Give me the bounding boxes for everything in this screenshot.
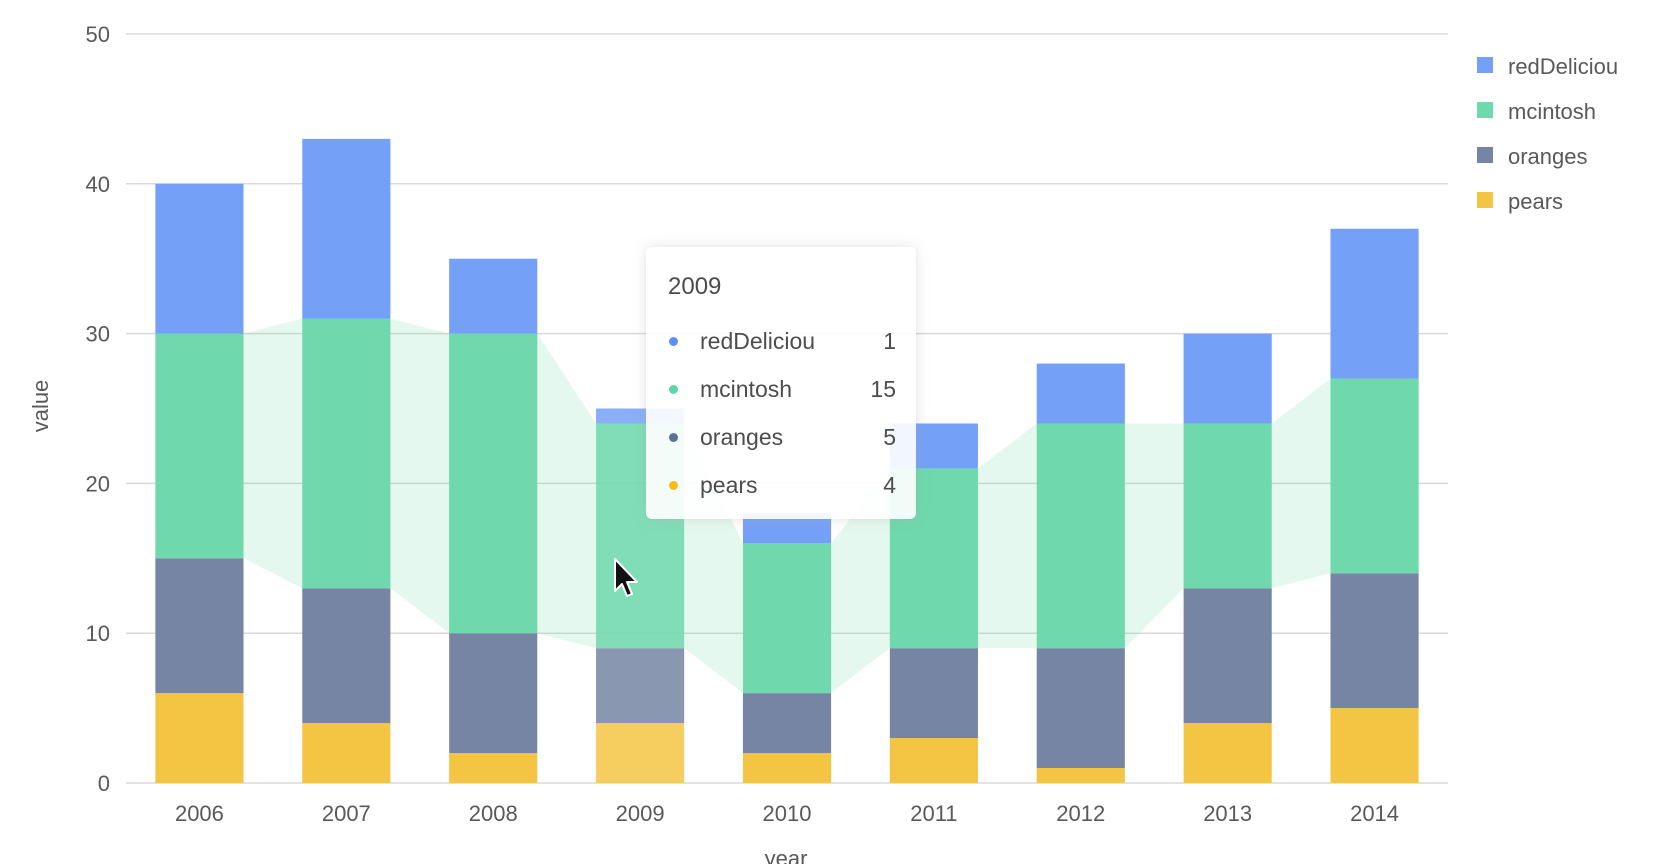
tooltip-series-value: 5: [883, 423, 896, 450]
tooltip-series-name: redDeliciou: [700, 327, 816, 354]
bar-mcintosh-2007[interactable]: [302, 318, 391, 589]
y-tick-label: 20: [86, 471, 110, 496]
bar-pears-2014[interactable]: [1330, 708, 1419, 783]
x-tick-label: 2013: [1203, 801, 1252, 826]
legend-marker: [1477, 192, 1493, 208]
y-tick-label: 10: [86, 621, 110, 646]
bar-mcintosh-2006[interactable]: [155, 333, 244, 559]
bar-pears-2007[interactable]: [302, 723, 391, 783]
x-tick-label: 2011: [910, 801, 957, 826]
tooltip-title: 2009: [668, 273, 722, 300]
tooltip-row: oranges 5: [668, 413, 896, 461]
bar-pears-2012[interactable]: [1036, 768, 1125, 783]
series-dot-icon: [669, 336, 678, 346]
y-tick-label: 30: [86, 322, 110, 347]
bar-pears-2010[interactable]: [742, 753, 832, 783]
x-tick-label: 2009: [616, 801, 665, 826]
x-tick-label: 2010: [763, 801, 812, 826]
x-tick-label: 2008: [469, 801, 518, 826]
legend-marker: [1477, 102, 1493, 118]
tooltip-series-value: 15: [870, 375, 896, 402]
bar-pears-2009[interactable]: [596, 723, 685, 783]
tooltip-series-name: oranges: [700, 423, 784, 450]
tooltip-series-name: mcintosh: [700, 375, 793, 402]
bar-pears-2006[interactable]: [155, 693, 244, 783]
y-axis-label: value: [28, 380, 53, 433]
bar-redDeliciou-2012[interactable]: [1036, 363, 1125, 424]
bar-oranges-2014[interactable]: [1330, 573, 1419, 709]
legend-item-mcintosh[interactable]: mcintosh: [1508, 99, 1596, 124]
legend-item-pears[interactable]: pears: [1508, 189, 1563, 214]
bar-oranges-2009[interactable]: [596, 648, 685, 724]
tooltip-row: redDeliciou 1: [668, 317, 896, 365]
legend[interactable]: redDeliciou mcintosh oranges pears: [1477, 54, 1618, 214]
tooltip-series-value: 1: [883, 327, 896, 354]
mouse-pointer-icon: [614, 558, 638, 597]
bar-mcintosh-2012[interactable]: [1036, 423, 1125, 649]
bars[interactable]: [155, 138, 1419, 783]
series-dot-icon: [669, 480, 678, 490]
bar-pears-2008[interactable]: [449, 753, 538, 783]
x-tick-label: 2006: [175, 801, 224, 826]
tooltip-series-value: 4: [883, 471, 896, 498]
legend-item-oranges[interactable]: oranges: [1508, 144, 1588, 169]
legend-item-redDeliciou[interactable]: redDeliciou: [1508, 54, 1618, 79]
bar-redDeliciou-2013[interactable]: [1183, 333, 1272, 424]
x-tick-label: 2014: [1350, 801, 1399, 826]
bar-mcintosh-2010[interactable]: [742, 543, 832, 694]
bar-oranges-2010[interactable]: [742, 693, 832, 754]
bar-oranges-2006[interactable]: [155, 558, 244, 694]
y-tick-label: 0: [98, 771, 110, 796]
bar-oranges-2007[interactable]: [302, 588, 391, 724]
bar-oranges-2012[interactable]: [1036, 648, 1125, 769]
tooltip-series-name: pears: [700, 471, 758, 498]
x-tick-label: 2012: [1056, 801, 1105, 826]
bar-oranges-2011[interactable]: [889, 648, 978, 739]
y-tick-label: 50: [86, 22, 110, 47]
tooltip-row: pears 4: [668, 461, 896, 509]
legend-marker: [1477, 147, 1493, 163]
bar-mcintosh-2008[interactable]: [449, 333, 538, 634]
bar-mcintosh-2014[interactable]: [1330, 378, 1419, 574]
bar-redDeliciou-2008[interactable]: [449, 258, 538, 334]
y-tick-label: 40: [86, 172, 110, 197]
x-axis-label: year: [765, 846, 808, 864]
bar-pears-2011[interactable]: [889, 738, 978, 783]
series-dot-icon: [669, 432, 678, 442]
tooltip: 2009 redDeliciou 1 mcintosh 15 oranges 5…: [646, 247, 916, 519]
x-tick-label: 2007: [322, 801, 371, 826]
legend-marker: [1477, 57, 1493, 73]
bar-oranges-2008[interactable]: [449, 633, 538, 754]
bar-redDeliciou-2007[interactable]: [302, 138, 391, 319]
x-axis-ticks: 2006 2007 2008 2009 2010 2011 2012 2013 2014: [175, 801, 1399, 826]
bar-mcintosh-2013[interactable]: [1183, 423, 1272, 589]
tooltip-row: mcintosh 15: [668, 365, 896, 413]
bar-redDeliciou-2006[interactable]: [155, 183, 244, 334]
y-axis-ticks: 0 10 20 30 40 50: [86, 22, 110, 796]
bar-pears-2013[interactable]: [1183, 723, 1272, 783]
bar-redDeliciou-2014[interactable]: [1330, 228, 1419, 379]
bar-oranges-2013[interactable]: [1183, 588, 1272, 724]
series-dot-icon: [669, 384, 678, 394]
